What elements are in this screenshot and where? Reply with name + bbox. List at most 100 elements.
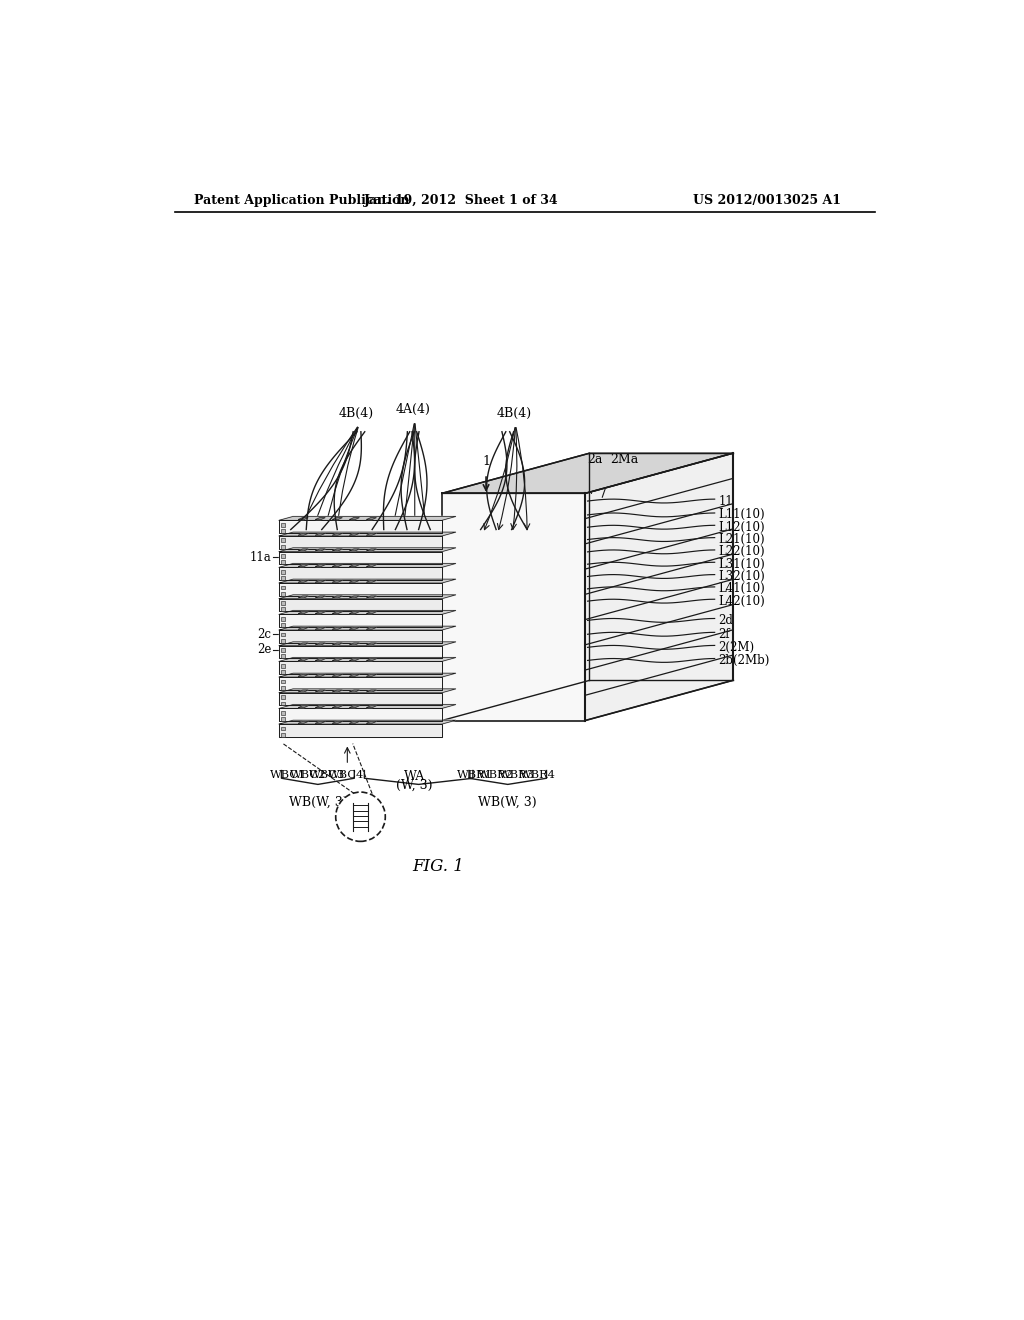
Bar (282, 726, 286, 730)
Polygon shape (315, 549, 326, 550)
Polygon shape (333, 565, 342, 566)
Text: 1: 1 (482, 455, 490, 469)
Polygon shape (367, 581, 376, 582)
Polygon shape (315, 643, 326, 645)
Polygon shape (280, 552, 442, 564)
Text: WB(W, 3): WB(W, 3) (478, 796, 537, 809)
Polygon shape (349, 611, 359, 614)
Text: 2d: 2d (719, 614, 733, 627)
Polygon shape (280, 725, 442, 737)
Polygon shape (349, 643, 359, 645)
Bar (282, 539, 286, 543)
Bar (282, 696, 286, 700)
Bar (282, 623, 286, 627)
Bar (282, 616, 286, 620)
Text: 2e: 2e (257, 643, 271, 656)
Polygon shape (367, 722, 376, 723)
Text: WBC2: WBC2 (290, 770, 326, 780)
Polygon shape (315, 597, 326, 598)
Text: US 2012/0013025 A1: US 2012/0013025 A1 (693, 194, 841, 207)
Polygon shape (349, 597, 359, 598)
Polygon shape (280, 689, 456, 693)
Polygon shape (333, 722, 342, 723)
Bar (282, 686, 286, 689)
Polygon shape (333, 581, 342, 582)
Polygon shape (349, 659, 359, 660)
Text: L32(10): L32(10) (719, 570, 765, 583)
Polygon shape (333, 675, 342, 676)
Bar (282, 561, 286, 564)
Polygon shape (280, 568, 442, 579)
Text: WA: WA (404, 770, 425, 783)
Polygon shape (280, 583, 442, 595)
Text: 11a: 11a (250, 550, 271, 564)
Bar (282, 701, 286, 705)
Polygon shape (299, 517, 308, 520)
Polygon shape (280, 536, 442, 549)
Polygon shape (299, 565, 308, 566)
Polygon shape (299, 611, 308, 614)
Text: (W, 3): (W, 3) (396, 779, 433, 792)
Polygon shape (299, 722, 308, 723)
Polygon shape (367, 533, 376, 535)
Bar (282, 680, 286, 684)
Text: L21(10): L21(10) (719, 533, 765, 546)
Polygon shape (315, 627, 326, 630)
Text: WBR1: WBR1 (458, 770, 494, 780)
Polygon shape (333, 611, 342, 614)
Polygon shape (299, 597, 308, 598)
Bar (282, 648, 286, 652)
Polygon shape (367, 597, 376, 598)
Polygon shape (315, 565, 326, 566)
Polygon shape (333, 533, 342, 535)
Polygon shape (315, 690, 326, 692)
Polygon shape (367, 517, 376, 520)
Polygon shape (367, 611, 376, 614)
Polygon shape (280, 595, 456, 599)
Bar (282, 570, 286, 574)
Text: 4A(4): 4A(4) (395, 404, 431, 416)
Bar (282, 664, 286, 668)
Polygon shape (299, 706, 308, 708)
Polygon shape (315, 533, 326, 535)
Polygon shape (333, 517, 342, 520)
Polygon shape (299, 675, 308, 676)
Text: 2b(2Mb): 2b(2Mb) (719, 653, 770, 667)
Polygon shape (280, 614, 442, 627)
Polygon shape (315, 722, 326, 723)
Text: WBC4: WBC4 (329, 770, 365, 780)
Bar (282, 576, 286, 579)
Text: Patent Application Publication: Patent Application Publication (194, 194, 410, 207)
Polygon shape (299, 581, 308, 582)
Polygon shape (333, 690, 342, 692)
Bar (282, 639, 286, 643)
Polygon shape (333, 627, 342, 630)
Polygon shape (280, 516, 456, 520)
Text: L41(10): L41(10) (719, 582, 765, 595)
Polygon shape (367, 675, 376, 676)
Bar (282, 655, 286, 659)
Polygon shape (299, 643, 308, 645)
Polygon shape (315, 611, 326, 614)
Text: Jan. 19, 2012  Sheet 1 of 34: Jan. 19, 2012 Sheet 1 of 34 (364, 194, 558, 207)
Bar (282, 632, 286, 636)
Polygon shape (333, 643, 342, 645)
Polygon shape (333, 549, 342, 550)
Polygon shape (299, 533, 308, 535)
Bar (282, 601, 286, 605)
Text: 2Ma: 2Ma (610, 453, 638, 466)
Text: L31(10): L31(10) (719, 557, 765, 570)
Text: WBC1: WBC1 (270, 770, 306, 780)
Polygon shape (367, 549, 376, 550)
Text: WB(W, 3): WB(W, 3) (289, 796, 347, 809)
Circle shape (336, 792, 385, 841)
Text: WBR3: WBR3 (499, 770, 535, 780)
Polygon shape (349, 627, 359, 630)
Polygon shape (349, 706, 359, 708)
Text: WBC3: WBC3 (309, 770, 345, 780)
Text: L12(10): L12(10) (719, 520, 765, 533)
Text: 11: 11 (719, 495, 733, 508)
Polygon shape (315, 675, 326, 676)
Bar (282, 591, 286, 595)
Polygon shape (349, 549, 359, 550)
